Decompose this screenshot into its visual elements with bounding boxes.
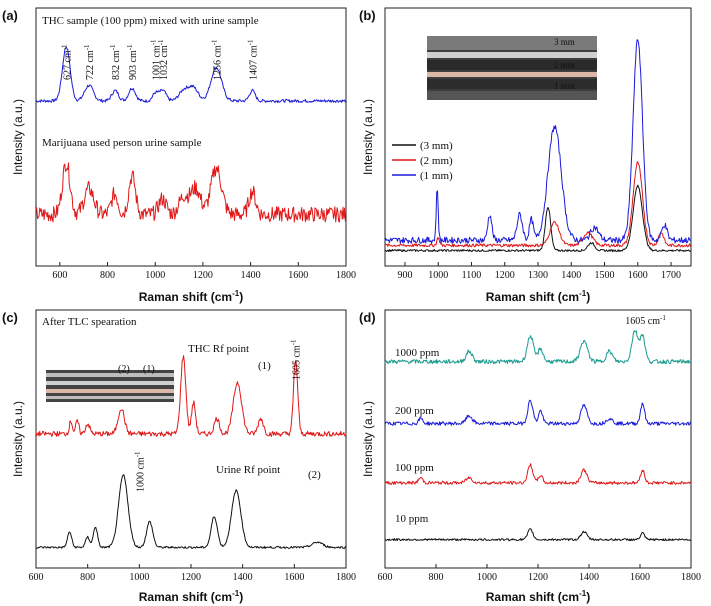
peak-label-a-6: 1256 cm-1 <box>210 39 223 80</box>
panel-a-ylabel: Intensity (a.u.) <box>11 99 25 175</box>
peak-label-a-7: 1407 cm-1 <box>246 39 259 80</box>
x-tick-label-c: 1600 <box>284 572 304 583</box>
x-tick-label-a: 1200 <box>193 270 213 281</box>
peak-label-a-1: 722 cm-1 <box>83 44 96 80</box>
panel-d-label-200ppm: 200 ppm <box>395 405 434 417</box>
panel-a-frame <box>35 7 347 267</box>
panel-d-label-1000ppm: 1000 ppm <box>395 347 440 359</box>
x-tick-label-b: 1000 <box>428 270 448 281</box>
x-tick-label-d: 1000 <box>477 572 497 583</box>
x-tick-label-a: 1400 <box>241 270 261 281</box>
chart-marks: 600 800 1000 1200 1400 1600 1800 627 cm-1 722 cm… <box>29 39 702 583</box>
inset-label-2mm: 2 mm <box>554 60 575 70</box>
x-tick-label-b: 1400 <box>561 270 581 281</box>
inset-label-3mm: 3 mm <box>554 37 575 47</box>
x-tick-label-c: 1400 <box>233 572 253 583</box>
x-tick-label-c: 1800 <box>336 572 356 583</box>
panel-a-thc-annotation: THC sample (100 ppm) mixed with urine sa… <box>42 15 259 27</box>
x-tick-label-d: 1200 <box>528 572 548 583</box>
peak-label-a-0: 627 cm-1 <box>60 44 73 80</box>
panel-c-ylabel: Intensity (a.u.) <box>11 401 25 477</box>
x-tick-label-c: 1000 <box>129 572 149 583</box>
x-tick-label-a: 800 <box>100 270 115 281</box>
series-line-d-2 <box>384 463 692 485</box>
peak-label-a-2: 832 cm-1 <box>109 44 122 80</box>
x-tick-label-b: 1600 <box>628 270 648 281</box>
series-line-b-0 <box>384 184 692 252</box>
panel-c-label: (c) <box>2 310 18 325</box>
series-line-a-1 <box>35 162 347 223</box>
series-line-c-0 <box>35 355 347 437</box>
panel-b-label: (b) <box>359 8 376 23</box>
series-line-b-1 <box>384 161 692 248</box>
legend-label-1mm: (1 mm) <box>420 170 453 182</box>
panel-d-label-10ppm: 10 ppm <box>395 513 429 525</box>
panel-b-xlabel: Raman shift (cm-1) <box>486 289 590 304</box>
x-tick-label-a: 1000 <box>145 270 165 281</box>
panel-b-ylabel: Intensity (a.u.) <box>361 99 375 175</box>
x-tick-label-a: 1600 <box>288 270 308 281</box>
x-tick-label-a: 600 <box>52 270 67 281</box>
series-line-c-1 <box>35 474 347 549</box>
x-tick-label-b: 1100 <box>462 270 482 281</box>
panel-a-urine-annotation: Marijuana used person urine sample <box>42 137 202 149</box>
x-tick-label-d: 800 <box>429 572 444 583</box>
panel-a-xlabel: Raman shift (cm-1) <box>139 289 243 304</box>
panel-c-title-annotation: After TLC spearation <box>42 316 137 328</box>
x-tick-label-d: 600 <box>378 572 393 583</box>
x-tick-label-c: 600 <box>29 572 44 583</box>
series-line-a-0 <box>35 46 347 103</box>
panel-b-legend: (3 mm) (2 mm) (1 mm) <box>392 140 453 182</box>
x-tick-label-d: 1400 <box>579 572 599 583</box>
peak-label-a-4: 1001 cm-1 <box>149 39 162 80</box>
x-tick-label-b: 1300 <box>528 270 548 281</box>
x-tick-label-d: 1600 <box>630 572 650 583</box>
inset-c-label-2: (2) <box>118 364 130 375</box>
x-tick-label-a: 1800 <box>336 270 356 281</box>
peak-label-c-0: 1605 cm-1 <box>290 339 303 380</box>
panel-d-ylabel: Intensity (a.u.) <box>361 401 375 477</box>
series-line-b-2 <box>384 39 692 244</box>
series-line-d-3 <box>384 528 692 542</box>
panel-c-xlabel: Raman shift (cm-1) <box>139 589 243 604</box>
panel-d-label-100ppm: 100 ppm <box>395 462 434 474</box>
x-tick-label-b: 1500 <box>595 270 615 281</box>
panel-c-urine-rf-label: Urine Rf point <box>216 464 280 476</box>
peak-label-d-0: 1605 cm-1 <box>625 314 666 327</box>
inset-label-1mm: 1 mm <box>554 81 575 91</box>
panel-c-peak2-label: (2) <box>308 469 321 481</box>
panel-c-thc-rf-label: THC Rf point <box>188 343 249 355</box>
inset-c-label-1: (1) <box>143 364 155 375</box>
peak-label-a-3: 903 cm-1 <box>126 44 139 80</box>
x-tick-label-c: 800 <box>80 572 95 583</box>
peak-label-c-1: 1000 cm-1 <box>133 451 146 492</box>
x-tick-label-b: 900 <box>397 270 412 281</box>
panel-a-label: (a) <box>2 8 18 23</box>
panel-c-inset-photo: (2) (1) <box>46 364 174 402</box>
panel-b-inset-photo: 3 mm 2 mm 1 mm <box>427 36 597 100</box>
x-tick-label-c: 1200 <box>181 572 201 583</box>
peak-label-a-5: 1032 cm-1 <box>157 39 170 80</box>
legend-label-3mm: (3 mm) <box>420 140 453 152</box>
series-line-d-0 <box>384 330 692 365</box>
series-line-d-1 <box>384 399 692 426</box>
legend-label-2mm: (2 mm) <box>420 155 453 167</box>
panel-d-label: (d) <box>359 310 376 325</box>
x-tick-label-d: 1800 <box>681 572 701 583</box>
x-tick-label-b: 1200 <box>495 270 515 281</box>
x-tick-label-b: 1700 <box>661 270 681 281</box>
panel-d-xlabel: Raman shift (cm-1) <box>486 589 590 604</box>
panel-c-peak1-label: (1) <box>258 360 271 372</box>
